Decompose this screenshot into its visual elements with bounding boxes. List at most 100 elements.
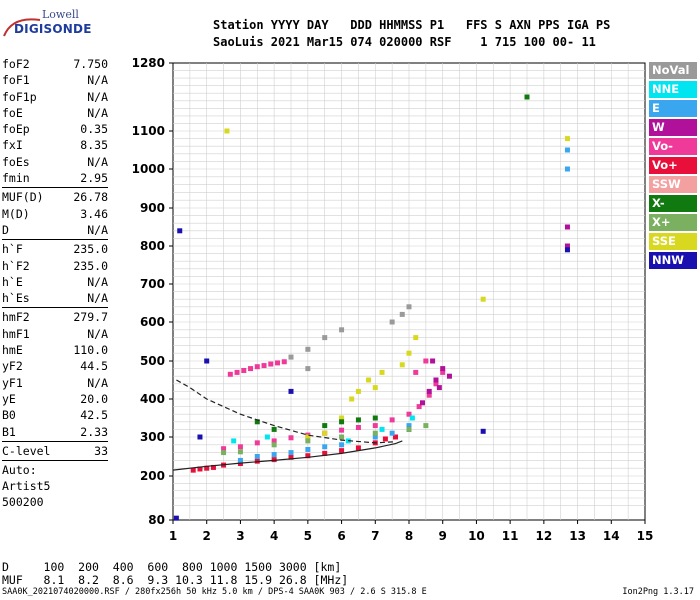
data-point [413, 335, 419, 341]
parameter-value: N/A [87, 291, 108, 306]
parameter-label: foEp [2, 122, 30, 137]
legend-item: SSW [649, 176, 697, 193]
data-point [426, 392, 432, 398]
x-tick-label: 10 [468, 529, 485, 543]
direction-legend: NoVal NNE E W Vo- Vo+ SSW X- X+ SSE NNW [649, 62, 697, 271]
x-tick-label: 3 [236, 529, 244, 543]
data-point [339, 442, 345, 448]
parameter-row: foEp 0.35 [2, 121, 108, 137]
parameter-label: C-level [2, 443, 51, 458]
data-point [406, 423, 412, 429]
data-point [419, 400, 425, 406]
parameter-row: C-level 33 [2, 443, 108, 459]
parameter-label: M(D) [2, 206, 30, 221]
data-point [288, 450, 294, 456]
parameter-value: 7.750 [73, 57, 108, 71]
parameter-value: 110.0 [73, 343, 108, 358]
footer-version: Ion2Png 1.3.17 [622, 587, 694, 597]
parameter-label: yE [2, 391, 16, 406]
parameter-row: h`Es N/A [2, 290, 108, 306]
x-tick-label: 8 [405, 529, 413, 543]
data-point [305, 453, 311, 459]
parameter-label: foF2 [2, 57, 30, 71]
parameter-row: M(D) 3.46 [2, 206, 108, 222]
chart-curves [172, 379, 403, 471]
legend-item: Vo+ [649, 157, 697, 174]
data-point [433, 377, 439, 383]
data-point [231, 438, 237, 444]
parameter-separator [2, 307, 108, 309]
parameter-value: 0.35 [80, 122, 108, 137]
x-tick-label: 7 [371, 529, 379, 543]
data-point [204, 465, 210, 471]
data-point [264, 434, 270, 440]
parameter-value: 3.46 [80, 206, 108, 221]
data-point [393, 434, 399, 440]
parameter-row: h`E N/A [2, 274, 108, 290]
parameter-label: foF1p [2, 89, 37, 104]
data-point [480, 428, 486, 434]
data-point [224, 128, 230, 134]
data-point [177, 228, 183, 234]
y-tick-label: 400 [140, 392, 165, 406]
parameter-separator [2, 239, 108, 241]
profile-curve-solid [172, 440, 403, 471]
x-tick-label: 1 [169, 529, 177, 543]
parameter-row: h`F2 235.0 [2, 258, 108, 274]
data-point [322, 423, 328, 429]
data-point [288, 454, 294, 460]
y-tick-label: 800 [140, 239, 165, 253]
data-point [399, 362, 405, 368]
x-tick-label: 15 [637, 529, 654, 543]
data-point [355, 425, 361, 430]
parameter-value: N/A [87, 326, 108, 341]
data-point [524, 94, 530, 100]
parameter-row: h`F 235.0 [2, 241, 108, 257]
data-point [237, 449, 243, 455]
data-point [275, 360, 281, 366]
x-tick-label: 2 [203, 529, 211, 543]
parameter-row: yF2 44.5 [2, 358, 108, 374]
parameter-label: h`Es [2, 291, 30, 306]
parameter-row: foF2 7.750 [2, 56, 108, 72]
legend-item: E [649, 100, 697, 117]
data-point [241, 368, 247, 373]
parameter-value: 26.78 [73, 190, 108, 205]
logo-swoosh-icon [3, 18, 41, 37]
data-point [440, 369, 446, 375]
data-point [480, 296, 486, 302]
data-point [423, 423, 429, 429]
x-tick-label: 12 [536, 529, 553, 543]
data-point [339, 448, 345, 454]
parameter-value: 33 [94, 443, 108, 458]
parameter-value: 42.5 [80, 408, 108, 423]
parameter-row: B1 2.33 [2, 424, 108, 440]
data-point [271, 442, 277, 448]
parameter-value: 8.35 [80, 138, 108, 153]
parameter-value: 44.5 [80, 359, 108, 374]
muf-distance-row: D 100 200 400 600 800 1000 1500 3000 [km… [2, 560, 342, 574]
data-point [322, 430, 328, 436]
data-point [564, 136, 570, 142]
data-point [349, 396, 355, 402]
data-point [271, 452, 277, 458]
data-point [322, 450, 328, 456]
data-point [423, 358, 429, 364]
header-line-2: SaoLuis 2021 Mar15 074 020000 RSF 1 715 … [213, 35, 596, 49]
parameter-row: hmF2 279.7 [2, 309, 108, 325]
parameter-value: N/A [87, 89, 108, 104]
data-point [382, 436, 388, 442]
data-point [409, 415, 415, 421]
data-point [237, 457, 243, 463]
legend-item: X- [649, 195, 697, 212]
parameter-value: N/A [87, 105, 108, 120]
data-point [305, 438, 311, 444]
parameter-label: foEs [2, 154, 30, 169]
parameter-row: foF1p N/A [2, 89, 108, 105]
data-point [389, 319, 395, 325]
parameter-label: fmin [2, 171, 30, 186]
parameter-label: B1 [2, 424, 16, 439]
parameter-list: foF2 7.750 foF1 N/A foF1p N/A foE N/A foEp 0.35 fx… [2, 56, 108, 510]
data-point [355, 388, 361, 394]
